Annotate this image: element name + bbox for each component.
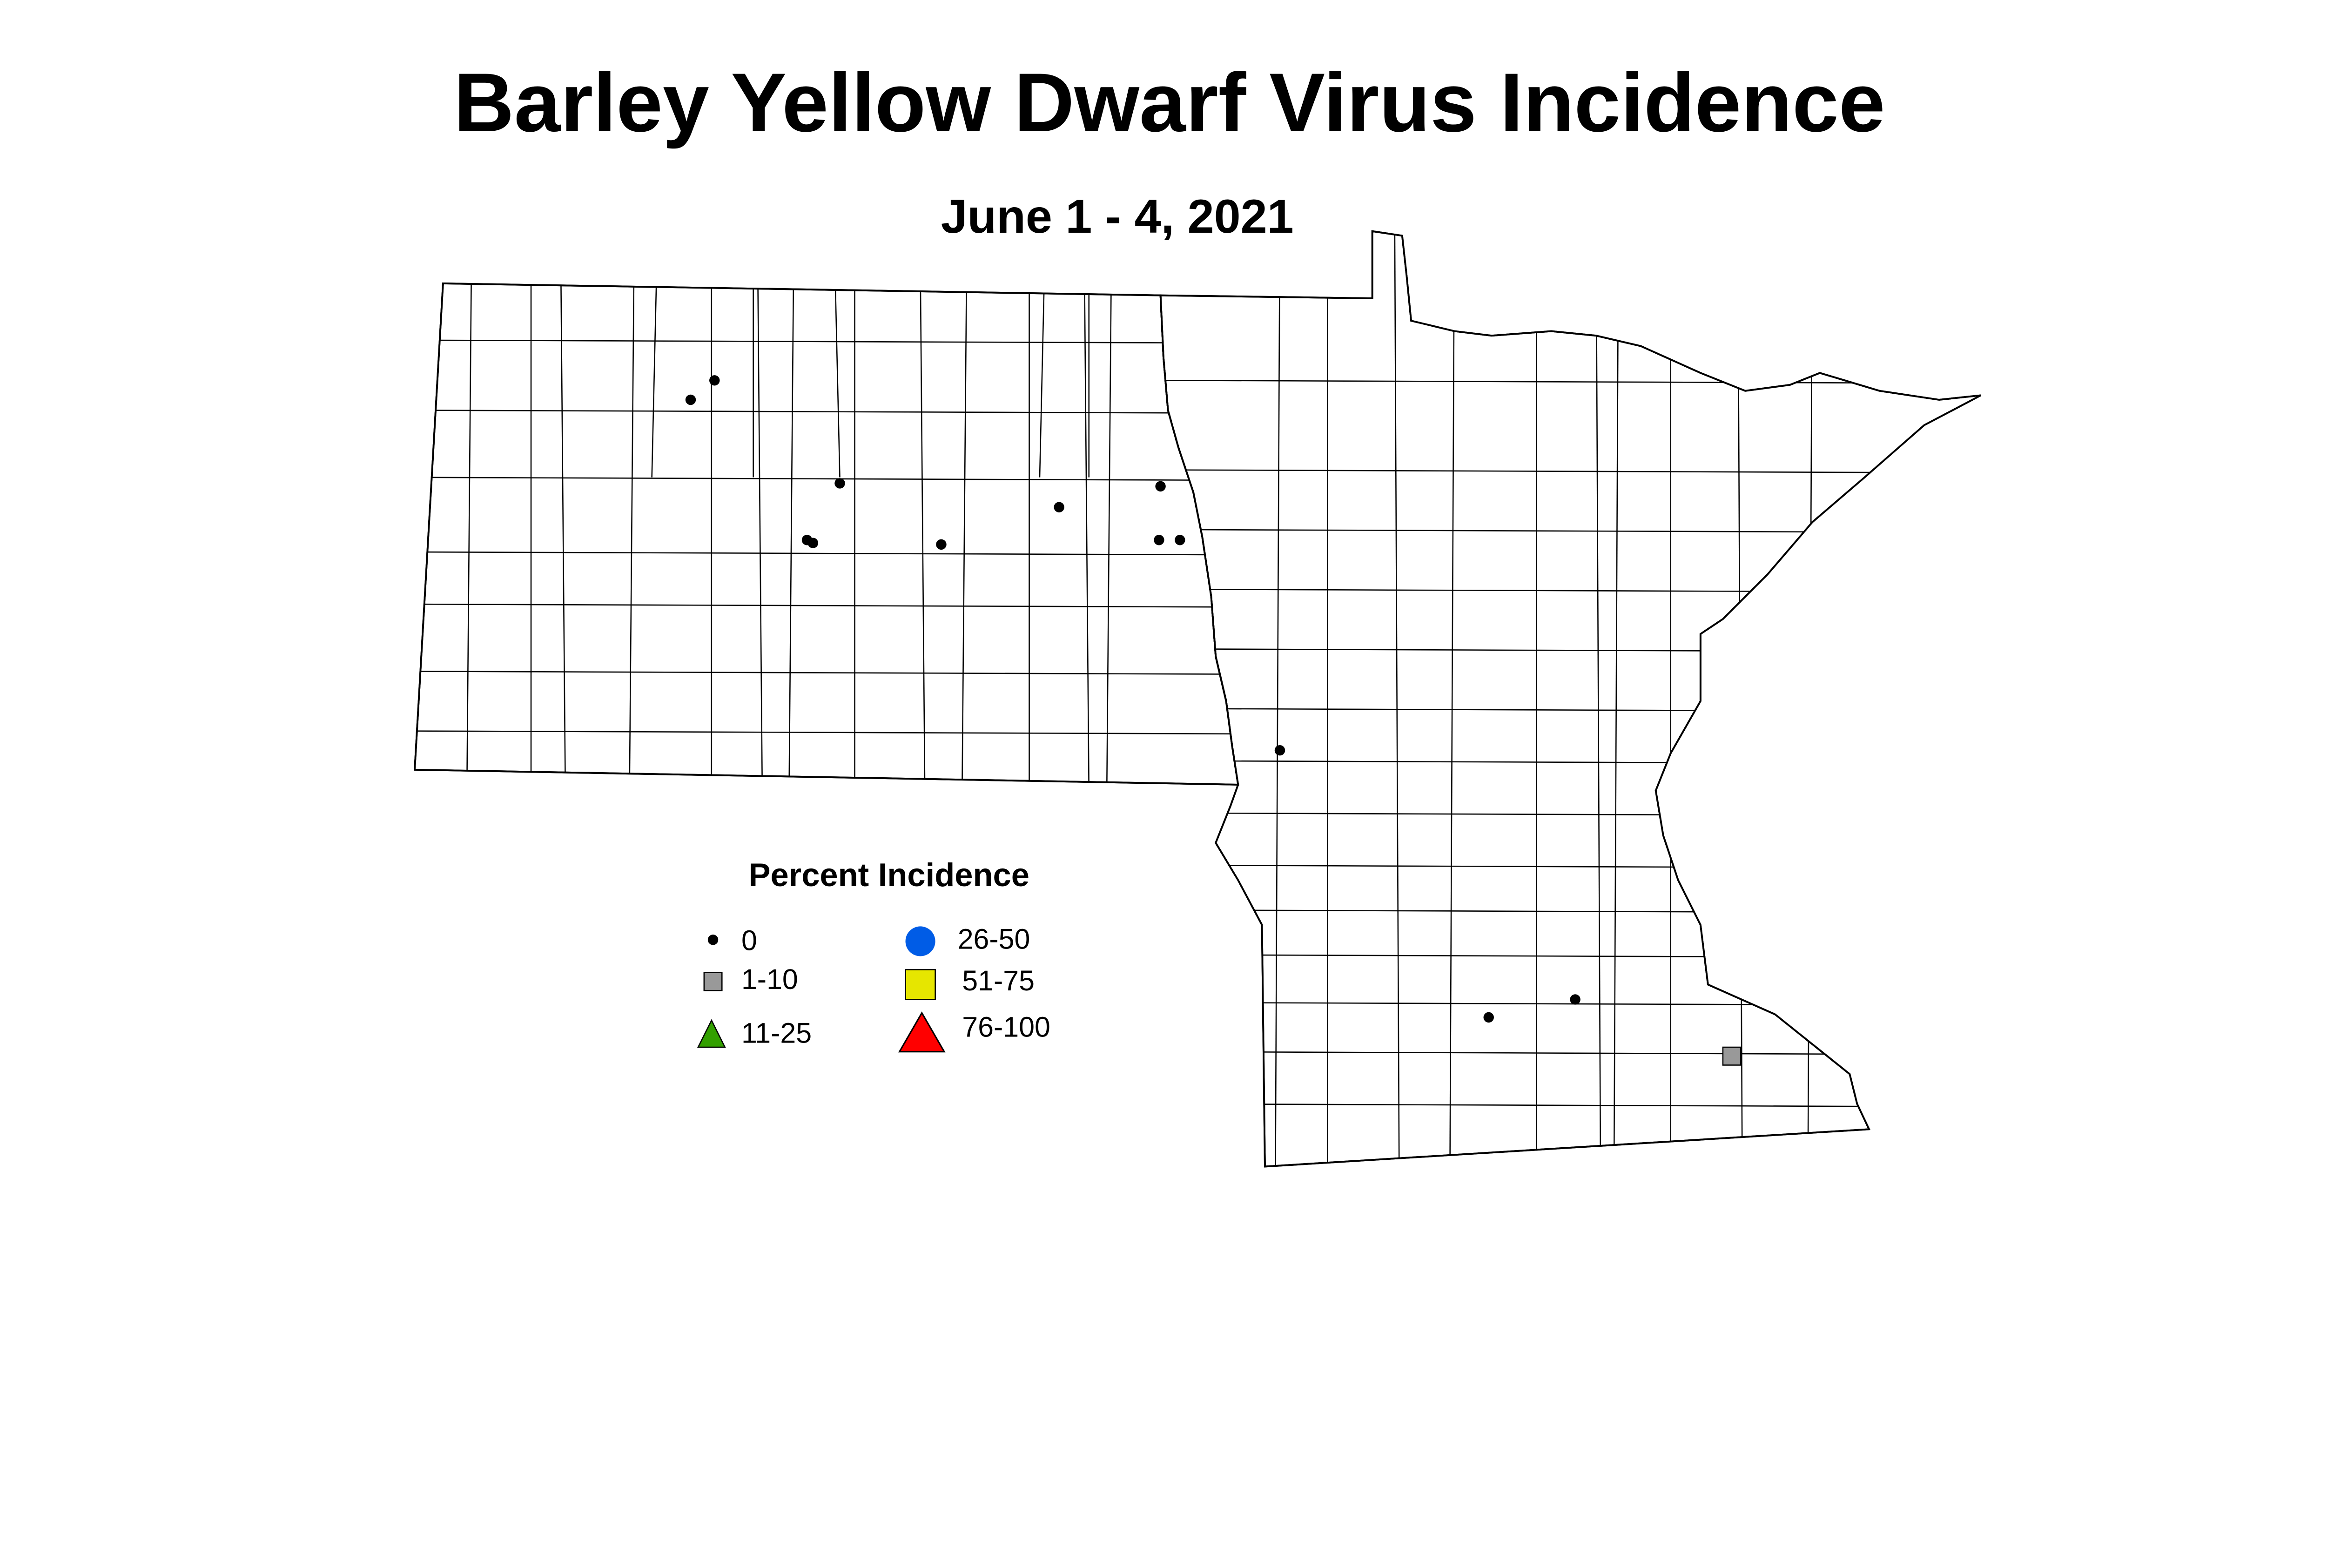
county-boundary [651,283,657,478]
map-figure: Barley Yellow Dwarf Virus Incidence June… [413,56,1982,1168]
site-marker-0 [685,394,696,405]
minnesota-outline [1159,230,1982,1168]
site-marker-0 [1570,994,1580,1005]
legend-symbol-51-75 [905,969,936,1000]
county-boundary [415,730,1238,735]
county-boundary [1807,231,1813,1167]
site-marker-0 [936,539,947,550]
county-boundary [1613,231,1619,1167]
survey-sites [685,375,1742,1066]
site-marker-1-10 [1722,1046,1742,1066]
legend-label-26-50: 26-50 [958,923,1030,955]
legend-symbol-0 [707,935,719,945]
county-boundary [757,283,763,785]
county-boundary [415,551,1238,556]
county-boundary [788,283,794,785]
site-marker-0 [1175,535,1185,545]
legend-title: Percent Incidence [749,856,1029,893]
legend-symbol-1-10 [703,972,723,991]
site-marker-0 [709,375,720,386]
north-dakota-counties [415,283,1238,785]
site-marker-0 [1155,481,1166,492]
state-minnesota [1159,230,1982,1168]
county-boundary [1163,469,1981,474]
site-marker-0 [1054,502,1064,512]
county-boundary [1394,231,1400,1167]
county-boundary [466,283,472,785]
site-marker-0 [807,538,819,548]
county-boundary [1083,283,1090,785]
legend: Percent Incidence 0 1-10 11-25 26-50 51-… [697,856,1050,1053]
site-marker-0 [1483,1012,1494,1023]
state-north-dakota [413,283,1239,786]
legend-symbol-26-50 [905,926,935,956]
county-boundary [415,477,1238,481]
county-boundary [962,283,968,785]
map-title: Barley Yellow Dwarf Virus Incidence [454,56,1885,149]
site-marker-0 [1274,745,1285,756]
site-marker-0 [1154,535,1164,545]
site-marker-0 [834,478,845,489]
county-boundary [629,283,635,785]
county-boundary [415,603,1238,608]
legend-symbol-76-100 [898,1011,946,1053]
legend-label-11-25: 11-25 [741,1017,812,1049]
base-map [413,230,1982,1168]
county-boundary [415,410,1238,414]
county-boundary [834,283,841,478]
county-boundary [1449,231,1455,1167]
county-boundary [560,283,566,785]
legend-label-1-10: 1-10 [741,963,798,995]
county-boundary [415,339,1238,344]
county-boundary [1039,283,1045,478]
legend-label-51-75: 51-75 [962,965,1035,996]
legend-symbol-11-25 [697,1019,726,1048]
legend-label-76-100: 76-100 [962,1011,1050,1043]
county-boundary [1106,283,1112,785]
county-boundary [1275,231,1281,1167]
map-subtitle: June 1 - 4, 2021 [941,189,1294,243]
legend-label-0: 0 [741,925,757,956]
county-boundary [1595,231,1601,1167]
county-boundary [920,283,926,785]
county-boundary [415,671,1238,675]
